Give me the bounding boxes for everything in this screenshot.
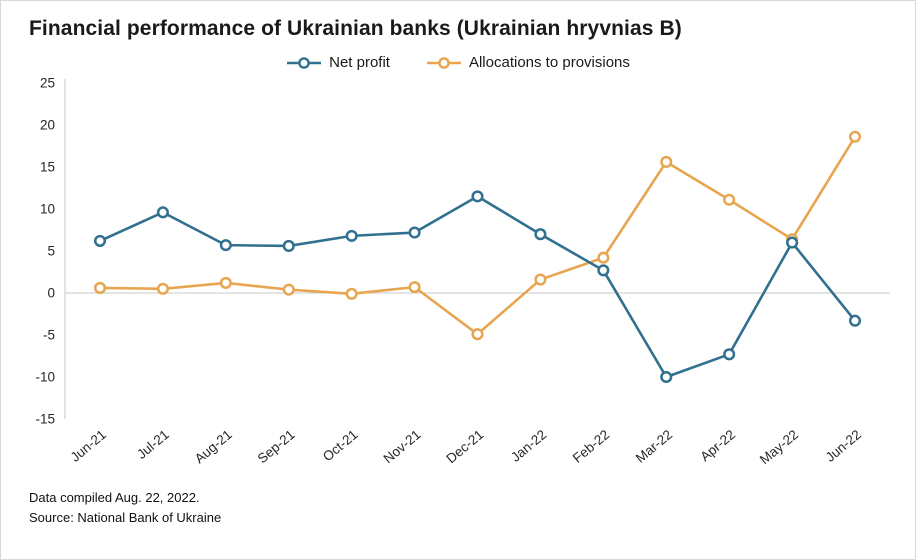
svg-text:Aug-21: Aug-21	[192, 427, 235, 466]
data-compiled-note: Data compiled Aug. 22, 2022.	[29, 490, 200, 505]
svg-text:Dec-21: Dec-21	[443, 427, 486, 466]
svg-text:Feb-22: Feb-22	[570, 427, 612, 466]
chart-legend: Net profit Allocations to provisions	[1, 54, 915, 71]
svg-text:Jul-21: Jul-21	[134, 427, 172, 462]
svg-text:0: 0	[47, 286, 55, 301]
svg-text:Jun-21: Jun-21	[68, 427, 109, 465]
legend-item-net-profit: Net profit	[286, 54, 390, 71]
source-note: Source: National Bank of Ukraine	[29, 509, 222, 525]
chart-footnote: Data compiled Aug. 22, 2022. Source: Nat…	[29, 488, 887, 527]
svg-text:-5: -5	[43, 328, 55, 343]
line-marker-icon	[287, 56, 322, 69]
plot-area: -15 -10 -5 0 5 10 15 20 25 Jun-21 Jul-21 Aug-21 Sep-…	[29, 73, 890, 484]
legend-label-allocations: Allocations to provisions	[468, 54, 630, 71]
svg-text:25: 25	[40, 76, 55, 91]
svg-text:Apr-22: Apr-22	[697, 427, 738, 465]
legend-label-net-profit: Net profit	[329, 54, 390, 71]
svg-text:Mar-22: Mar-22	[633, 427, 675, 466]
chart-title: Financial performance of Ukrainian banks…	[29, 17, 682, 40]
svg-text:Jan-22: Jan-22	[508, 427, 549, 465]
svg-text:-10: -10	[35, 370, 55, 385]
svg-text:15: 15	[40, 160, 55, 175]
svg-text:May-22: May-22	[757, 427, 801, 467]
line-marker-icon	[426, 56, 461, 69]
legend-item-allocations: Allocations to provisions	[426, 54, 630, 71]
svg-text:-15: -15	[35, 412, 55, 427]
svg-text:Jun-22: Jun-22	[823, 427, 864, 465]
svg-text:20: 20	[40, 118, 55, 133]
svg-text:Oct-21: Oct-21	[320, 427, 361, 465]
svg-text:Sep-21: Sep-21	[255, 427, 298, 466]
svg-text:Nov-21: Nov-21	[381, 427, 424, 466]
line-chart: -15 -10 -5 0 5 10 15 20 25 Jun-21 Jul-21 Aug-21 Sep-…	[35, 76, 890, 467]
svg-text:10: 10	[40, 202, 55, 217]
svg-text:5: 5	[47, 244, 55, 259]
